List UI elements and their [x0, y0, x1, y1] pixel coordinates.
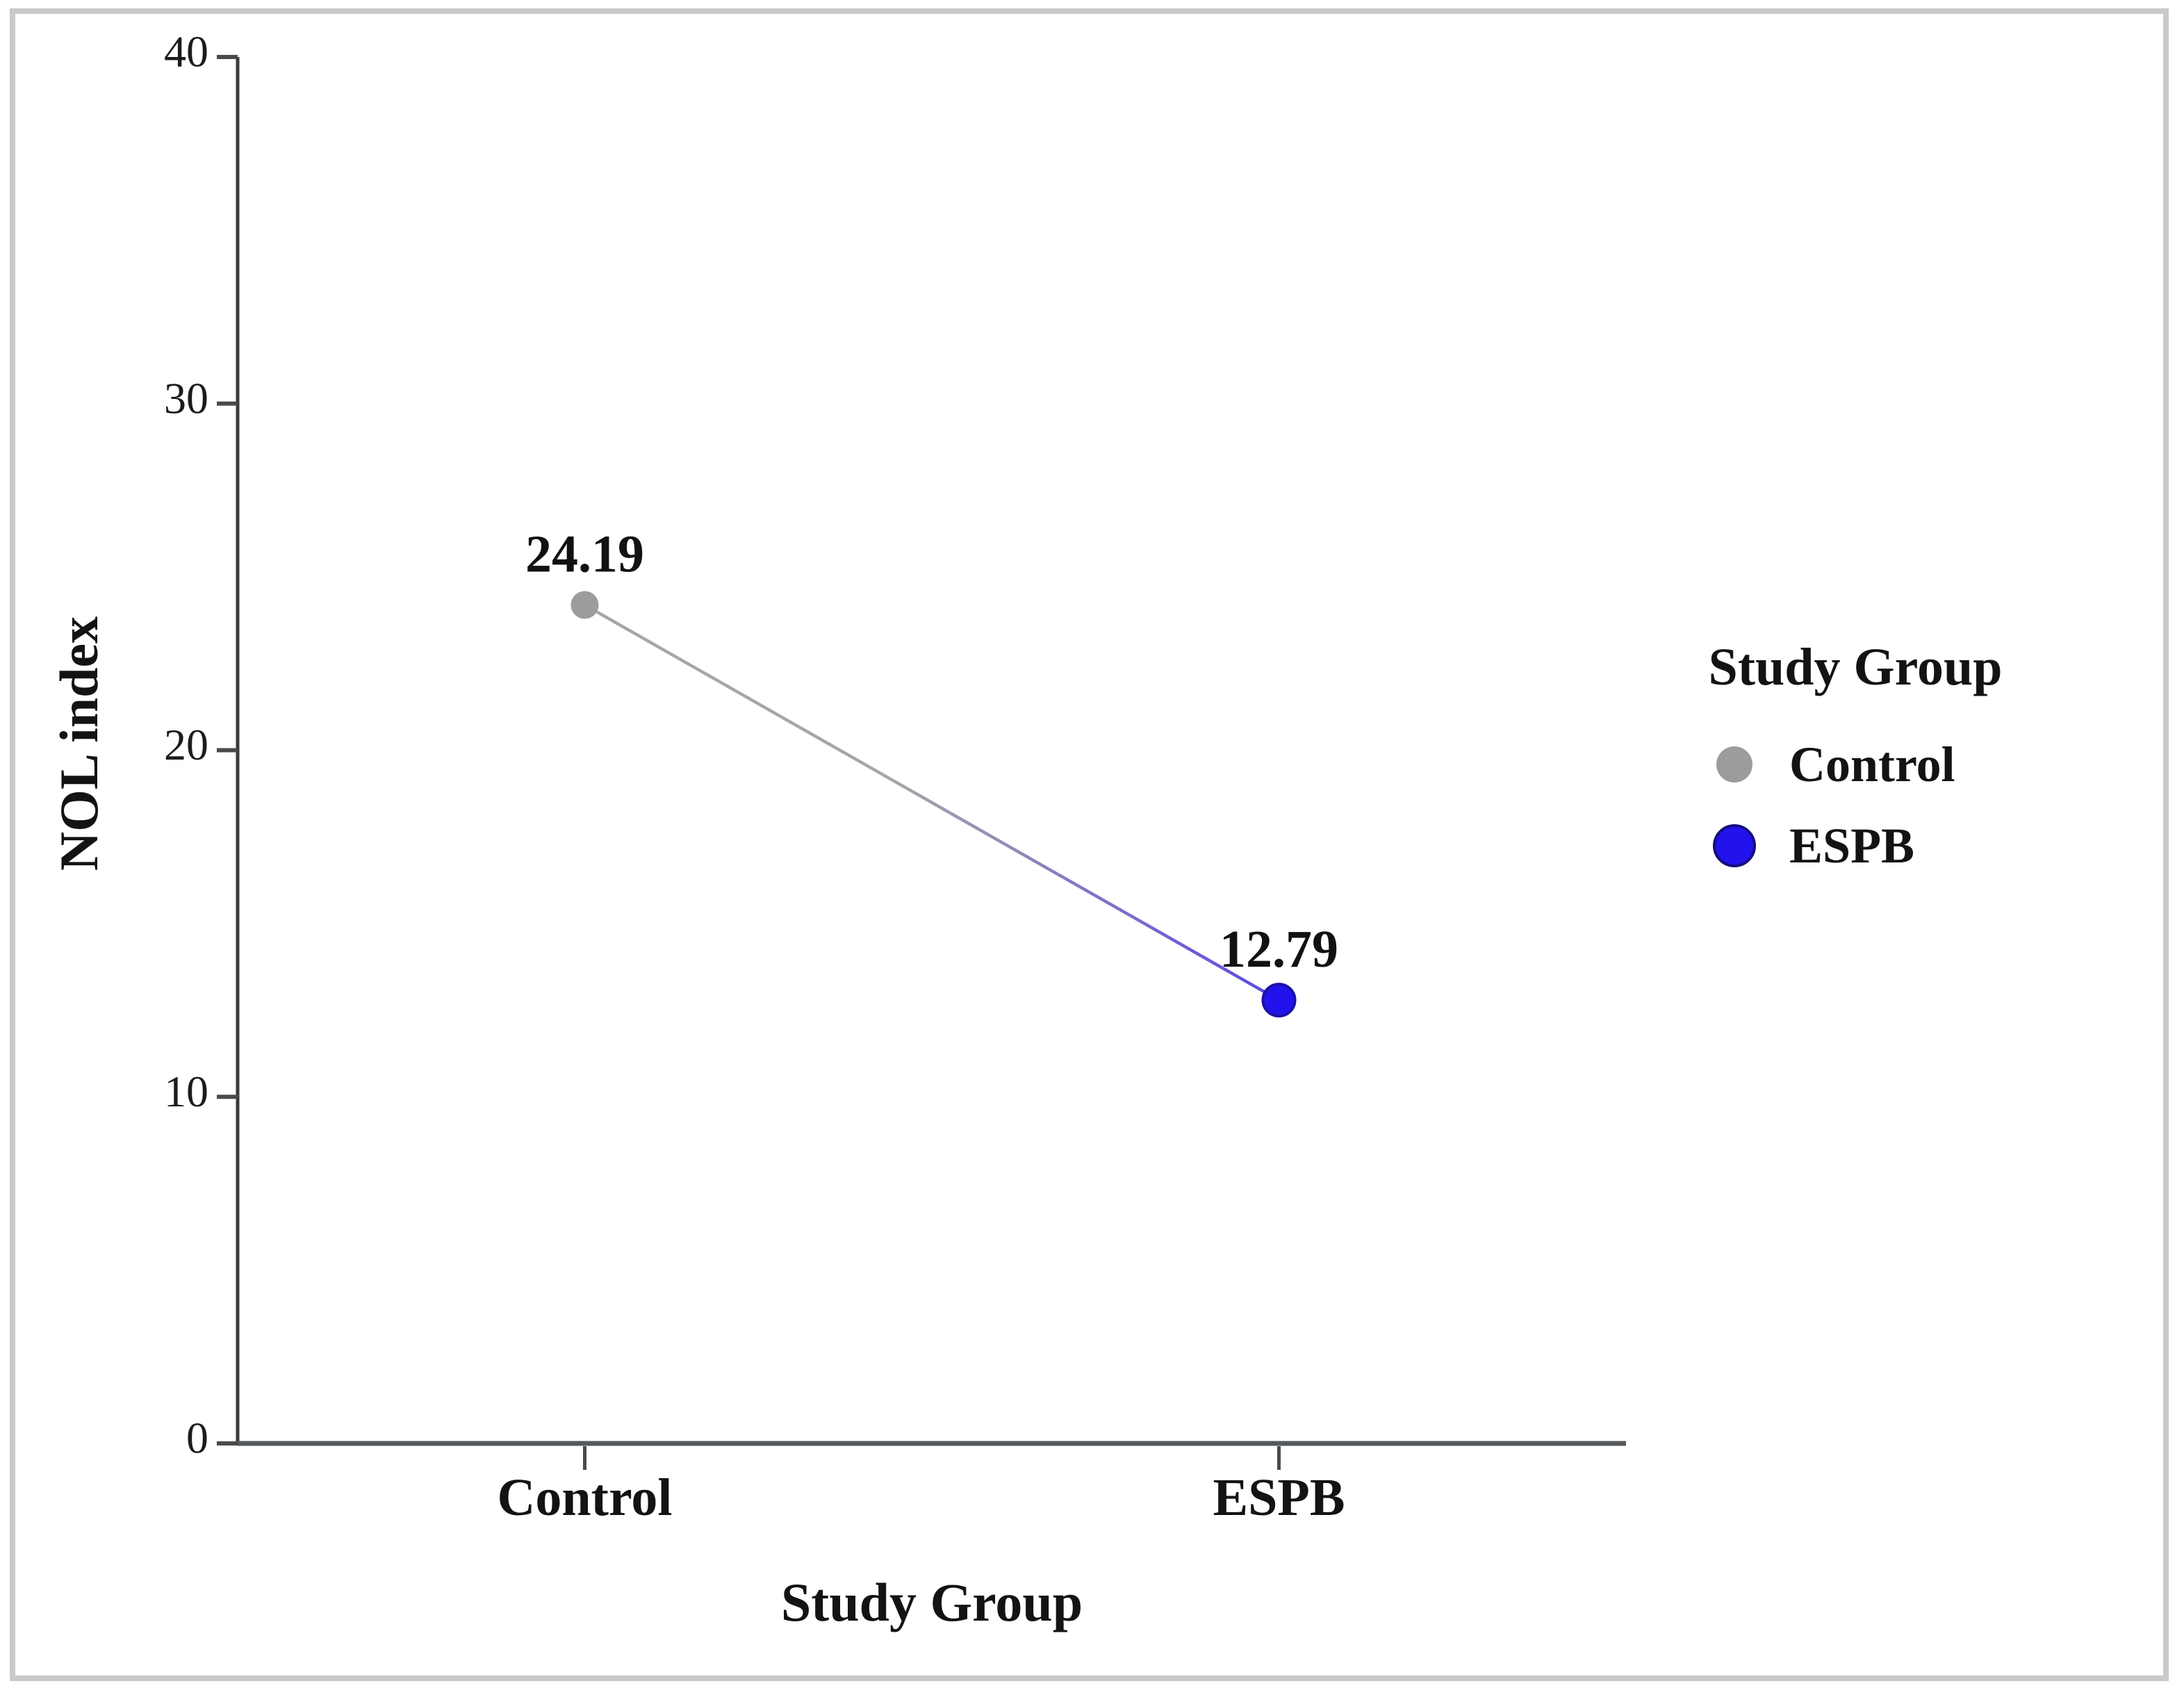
series-line — [584, 603, 1280, 1002]
legend-label-espb: ESPB — [1789, 817, 1915, 874]
y-tick-label: 20 — [164, 720, 208, 769]
figure-frame — [10, 8, 2169, 1681]
legend-item-control: Control — [1716, 736, 1955, 792]
y-tick-label: 40 — [164, 27, 208, 76]
legend-label-control: Control — [1789, 736, 1955, 792]
data-point-label: 12.79 — [1220, 920, 1338, 978]
legend-marker-control-icon — [1716, 746, 1752, 783]
data-point-espb — [1261, 983, 1297, 1018]
legend-item-espb: ESPB — [1713, 817, 1915, 874]
x-axis-title: Study Group — [781, 1572, 1083, 1632]
y-axis-title: NOL index — [49, 616, 109, 871]
x-category-label: Control — [498, 1468, 673, 1527]
data-point-label: 24.19 — [525, 525, 644, 584]
data-point-control — [570, 591, 599, 619]
y-tick-label: 30 — [164, 373, 208, 423]
y-tick-label: 0 — [186, 1414, 208, 1463]
legend-title: Study Group — [1708, 638, 2003, 696]
legend-marker-espb-icon — [1713, 824, 1756, 867]
x-category-label: ESPB — [1213, 1468, 1345, 1527]
y-tick-label: 10 — [164, 1067, 208, 1116]
